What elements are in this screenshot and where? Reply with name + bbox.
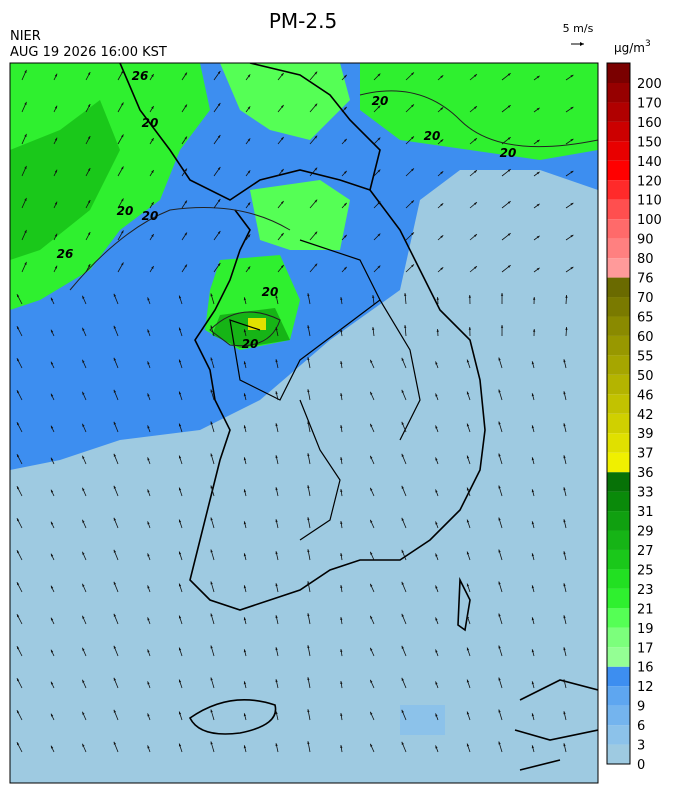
colorbar-label: 80 (637, 252, 654, 267)
colorbar-label: 60 (637, 330, 654, 345)
colorbar-band (607, 706, 630, 725)
field-peak (248, 318, 266, 330)
colorbar-label: 9 (637, 700, 645, 715)
colorbar-label: 70 (637, 291, 654, 306)
colorbar-band (607, 122, 630, 141)
colorbar-label: 100 (637, 213, 662, 228)
contour-label: 20 (372, 94, 389, 108)
contour-label: 26 (132, 69, 149, 83)
colorbar-band (607, 297, 630, 316)
colorbar-band (607, 492, 630, 511)
colorbar-label: 39 (637, 427, 654, 442)
colorbar-band (607, 433, 630, 452)
colorbar-band (607, 550, 630, 569)
contour-label: 20 (142, 116, 159, 130)
colorbar-label: 55 (637, 349, 654, 364)
colorbar-label: 150 (637, 135, 662, 150)
colorbar-band (607, 219, 630, 238)
colorbar-label: 21 (637, 602, 654, 617)
colorbar-label: 29 (637, 525, 654, 540)
contour-label: 20 (262, 285, 279, 299)
colorbar-label: 90 (637, 233, 654, 248)
wind-scale-arrow (571, 42, 584, 46)
colorbar-label: 27 (637, 544, 654, 559)
colorbar-band (607, 569, 630, 588)
colorbar-band (607, 667, 630, 686)
colorbar-label: 16 (637, 661, 654, 676)
colorbar-label: 0 (637, 758, 645, 773)
unit: µg/m3 (614, 39, 651, 55)
colorbar-band (607, 647, 630, 666)
colorbar-band (607, 336, 630, 355)
colorbar-band (607, 180, 630, 199)
colorbar-band (607, 628, 630, 647)
colorbar-label: 23 (637, 583, 654, 598)
colorbar-band (607, 511, 630, 530)
colorbar-band (607, 258, 630, 277)
colorbar-band (607, 141, 630, 160)
agency: NIER (10, 29, 41, 44)
colorbar-label: 120 (637, 174, 662, 189)
colorbar-band (607, 200, 630, 219)
map: 20 20 20 20 26 20 20 26 20 20 (10, 63, 598, 783)
colorbar-label: 50 (637, 369, 654, 384)
field-patch (400, 705, 445, 735)
colorbar-label: 46 (637, 388, 654, 403)
colorbar-label: 17 (637, 641, 654, 656)
colorbar-label: 42 (637, 408, 654, 423)
colorbar-label: 65 (637, 310, 654, 325)
field-high5 (250, 180, 350, 250)
wind-scale: 5 m/s (563, 22, 594, 35)
colorbar-band (607, 83, 630, 102)
contour-label: 20 (242, 337, 259, 351)
colorbar-band (607, 278, 630, 297)
colorbar-label: 76 (637, 272, 654, 287)
colorbar-label: 3 (637, 739, 645, 754)
colorbar-label: 37 (637, 447, 654, 462)
colorbar-band (607, 453, 630, 472)
colorbar-label: 140 (637, 155, 662, 170)
colorbar-label: 19 (637, 622, 654, 637)
colorbar-band (607, 355, 630, 374)
contour-label: 20 (117, 204, 134, 218)
unit-sup: 3 (645, 39, 651, 49)
colorbar-label: 6 (637, 719, 645, 734)
colorbar-band (607, 414, 630, 433)
contour-label: 26 (57, 247, 74, 261)
colorbar-label: 36 (637, 466, 654, 481)
colorbar-label: 33 (637, 486, 654, 501)
colorbar-band (607, 102, 630, 121)
contour-label: 20 (500, 146, 517, 160)
title: PM-2.5 (269, 9, 337, 33)
colorbar-band (607, 239, 630, 258)
colorbar-label: 25 (637, 563, 654, 578)
colorbar-label: 31 (637, 505, 654, 520)
colorbar-band (607, 394, 630, 413)
colorbar-label: 200 (637, 77, 662, 92)
colorbar-band (607, 686, 630, 705)
unit-base: µg/m (614, 41, 645, 55)
colorbar-band (607, 745, 630, 764)
colorbar-label: 160 (637, 116, 662, 131)
contour-label: 20 (142, 209, 159, 223)
colorbar-band (607, 531, 630, 550)
colorbar-band (607, 63, 630, 83)
colorbar-band (607, 316, 630, 335)
colorbar-band (607, 589, 630, 608)
colorbar-label: 170 (637, 96, 662, 111)
colorbar-band (607, 608, 630, 627)
colorbar-label: 12 (637, 680, 654, 695)
colorbar-band (607, 472, 630, 491)
colorbar-band (607, 375, 630, 394)
contour-label: 20 (424, 129, 441, 143)
timestamp: AUG 19 2026 16:00 KST (10, 45, 167, 60)
colorbar: 0369121617192123252729313336373942465055… (607, 63, 662, 773)
colorbar-band (607, 725, 630, 744)
colorbar-label: 110 (637, 194, 662, 209)
colorbar-band (607, 161, 630, 180)
